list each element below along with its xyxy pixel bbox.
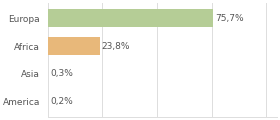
Bar	[48, 37, 100, 55]
Text: 0,3%: 0,3%	[50, 69, 73, 78]
Bar	[48, 9, 213, 27]
Text: 75,7%: 75,7%	[215, 14, 244, 23]
Text: 0,2%: 0,2%	[50, 97, 73, 106]
Text: 23,8%: 23,8%	[102, 42, 130, 51]
